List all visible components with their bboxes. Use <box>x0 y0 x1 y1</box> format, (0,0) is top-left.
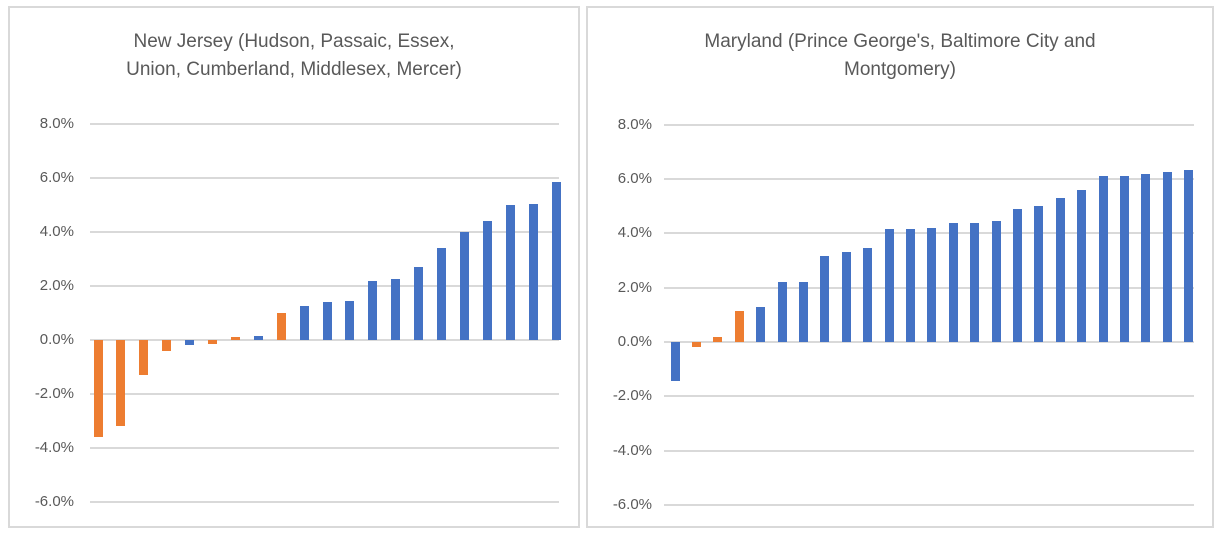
bar <box>1055 198 1065 342</box>
y-tick-label: 6.0% <box>39 169 74 186</box>
gridline-8.0% <box>664 123 1194 126</box>
bar-highlighted <box>208 340 217 345</box>
gridline-6.0% <box>90 177 559 179</box>
bar <box>1162 172 1172 342</box>
bar <box>884 229 894 342</box>
bar <box>927 227 937 342</box>
gridline--6.0% <box>664 503 1194 506</box>
bar <box>1077 189 1087 342</box>
bar <box>345 300 355 340</box>
y-tick-label: 8.0% <box>39 115 74 132</box>
bar <box>863 248 873 342</box>
y-tick-label: -2.0% <box>34 385 74 402</box>
bar <box>299 306 309 340</box>
bar-highlighted <box>276 313 286 340</box>
bar <box>437 248 446 340</box>
bar <box>482 221 492 340</box>
bar-highlighted <box>734 310 744 342</box>
bar <box>970 222 980 342</box>
bar-highlighted <box>691 342 701 348</box>
bar <box>1012 208 1022 342</box>
y-tick-label: 2.0% <box>39 277 74 294</box>
bar <box>505 205 515 340</box>
y-tick-label: -6.0% <box>34 493 74 510</box>
gridline--2.0% <box>664 395 1194 398</box>
gridline-0.0% <box>664 341 1194 343</box>
chart-panel-maryland: Maryland (Prince George's, Baltimore Cit… <box>586 6 1214 528</box>
gridline--2.0% <box>90 393 559 395</box>
gridline--4.0% <box>664 449 1194 452</box>
y-tick-label: 8.0% <box>617 115 652 133</box>
bar <box>991 221 1001 342</box>
bar <box>1034 206 1044 342</box>
bar <box>1119 176 1129 342</box>
gridline-0.0% <box>90 339 559 341</box>
bar <box>253 335 263 340</box>
bar <box>1141 173 1151 342</box>
bar-highlighted <box>713 336 723 342</box>
bar <box>1184 169 1194 342</box>
bar <box>777 282 787 342</box>
y-tick-label: -4.0% <box>34 439 74 456</box>
y-tick-label: 0.0% <box>39 331 74 348</box>
bar-highlighted <box>162 340 172 351</box>
y-tick-label: 4.0% <box>617 224 652 242</box>
gridline--4.0% <box>90 447 559 449</box>
bar <box>670 342 680 382</box>
bar-highlighted <box>116 340 126 427</box>
y-tick-label: 2.0% <box>617 278 652 296</box>
gridline-8.0% <box>90 123 559 125</box>
bar <box>414 267 424 340</box>
chart-title-new-jersey: New Jersey (Hudson, Passaic, Essex, Union… <box>10 28 578 84</box>
bar-highlighted <box>230 337 240 340</box>
bar <box>528 203 538 340</box>
plot-area-maryland: 8.0% 6.0% 4.0% 2.0% 0.0% -2.0% -4.0% -6.0% <box>588 8 1212 526</box>
bar <box>798 282 808 342</box>
chart-title-line: New Jersey (Hudson, Passaic, Essex, <box>133 31 455 52</box>
bar <box>459 232 469 340</box>
gridline-6.0% <box>664 178 1194 181</box>
chart-panel-new-jersey: New Jersey (Hudson, Passaic, Essex, Union… <box>8 6 580 528</box>
bar <box>551 182 561 340</box>
bar <box>820 256 830 342</box>
bar <box>756 306 766 342</box>
plot-area-new-jersey: 8.0% 6.0% 4.0% 2.0% 0.0% -2.0% -4.0% -6.0% <box>10 8 578 526</box>
bar-highlighted <box>93 340 103 438</box>
chart-title-maryland: Maryland (Prince George's, Baltimore Cit… <box>588 28 1212 84</box>
bar-highlighted <box>139 340 149 376</box>
bar <box>322 302 332 340</box>
y-tick-label: -6.0% <box>612 495 652 513</box>
bar <box>391 279 401 340</box>
bar <box>948 222 958 342</box>
gridline-2.0% <box>90 285 559 287</box>
y-tick-label: 4.0% <box>39 223 74 240</box>
y-tick-label: 0.0% <box>617 333 652 350</box>
bar <box>841 252 851 342</box>
bar <box>368 280 378 340</box>
chart-title-line: Maryland (Prince George's, Baltimore Cit… <box>704 31 1096 52</box>
gridline-4.0% <box>90 231 559 233</box>
chart-title-line: Union, Cumberland, Middlesex, Mercer) <box>126 59 462 80</box>
bar <box>185 340 195 346</box>
gridline--6.0% <box>90 501 559 503</box>
y-tick-label: -4.0% <box>612 441 652 459</box>
y-tick-label: 6.0% <box>617 170 652 188</box>
chart-title-line: Montgomery) <box>844 59 956 80</box>
bar <box>1098 176 1108 342</box>
bar <box>905 229 915 342</box>
y-tick-label: -2.0% <box>612 387 652 405</box>
